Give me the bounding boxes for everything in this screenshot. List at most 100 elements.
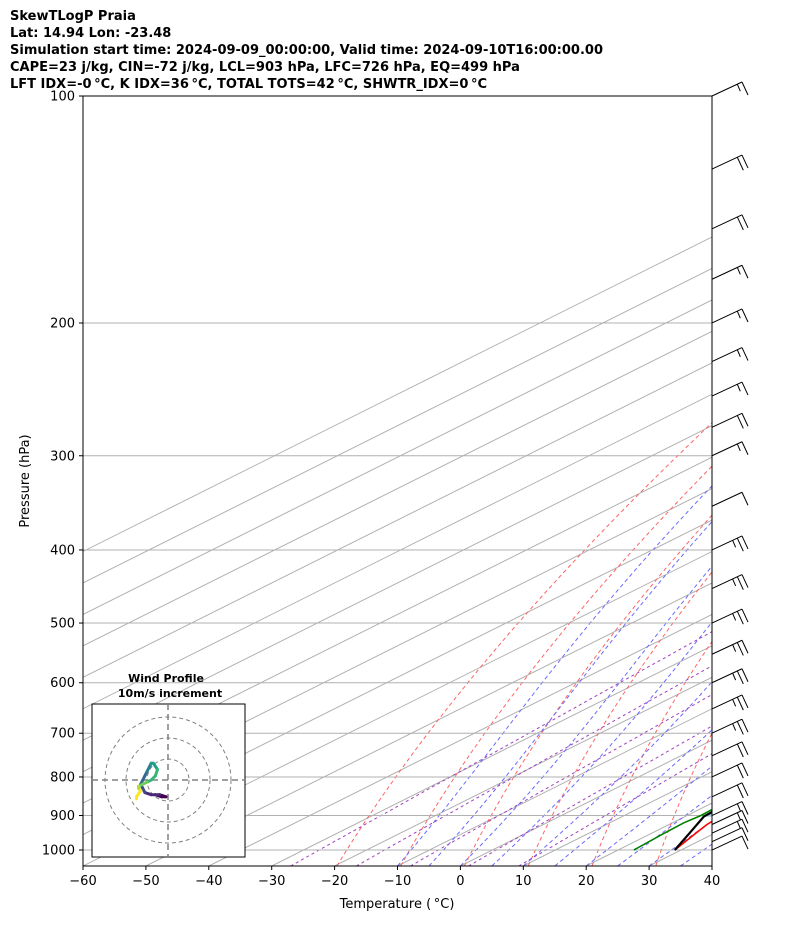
wind-barb-flag — [741, 347, 749, 361]
dry-adiabat-line — [400, 465, 712, 866]
wind-barb-staff — [711, 412, 743, 428]
hodograph-title: Wind Profile — [128, 672, 204, 685]
wind-barb — [711, 782, 749, 799]
wind-barb — [711, 308, 749, 324]
title-line-cape: CAPE=23 j/kg, CIN=-72 j/kg, LCL=903 hPa,… — [10, 60, 520, 75]
moist-adiabat-line — [397, 485, 712, 866]
wind-barb — [711, 639, 749, 656]
wind-barb-flag — [736, 764, 744, 779]
mixing-ratio-line — [468, 725, 712, 866]
cape-cin-shading — [703, 812, 712, 817]
wind-barb — [711, 347, 749, 363]
mixing-ratio-line — [356, 665, 712, 866]
wind-barb-flag — [736, 415, 744, 429]
wind-barb-staff — [711, 81, 743, 97]
wind-barb-half — [736, 803, 741, 811]
wind-barb-half — [736, 821, 741, 829]
y-tick-label: 400 — [50, 543, 75, 558]
wind-barb-flag — [736, 216, 744, 231]
wind-barb-staff — [711, 835, 743, 851]
wind-barb — [711, 694, 749, 711]
wind-barb-flag — [736, 611, 744, 625]
wind-barb-half — [736, 384, 741, 392]
hodograph-subtitle: 10m/s increment — [118, 687, 222, 700]
wind-barb-flag — [736, 576, 744, 590]
wind-barb-flag — [741, 810, 749, 824]
wind-barb-half — [732, 672, 737, 681]
x-tick-label: −60 — [69, 874, 96, 889]
x-tick-label: 40 — [704, 874, 721, 889]
dewpoint-line — [633, 808, 712, 851]
isotherm-line — [83, 393, 712, 710]
x-tick-label: 30 — [641, 874, 658, 889]
x-axis-ticks: −60 −50 −40 −30 −20 −10 0 10 20 30 40 — [69, 866, 720, 889]
wind-barb — [711, 741, 749, 758]
wind-barb — [711, 762, 749, 779]
y-tick-label: 900 — [50, 809, 75, 824]
wind-barb-half — [736, 267, 741, 275]
wind-barb-flag — [741, 835, 749, 850]
moist-adiabat-line — [460, 565, 712, 866]
wind-barb-flag — [741, 782, 749, 797]
wind-barb — [711, 412, 749, 429]
isotherm-line — [648, 833, 712, 866]
wind-barb-staff — [711, 535, 743, 551]
title-line-station: SkewTLogP Praia — [10, 9, 136, 24]
isotherm-line — [145, 582, 712, 866]
isotherm-line — [83, 550, 712, 866]
wind-barb-staff — [711, 441, 743, 457]
x-axis-label: Temperature ( °C) — [339, 897, 455, 912]
y-tick-label: 600 — [50, 676, 75, 691]
wind-barb-staff — [711, 608, 743, 624]
wind-barb — [711, 718, 749, 735]
wind-barb-flag — [741, 535, 749, 550]
wind-barb-half — [732, 699, 737, 707]
wind-barb-half — [732, 578, 737, 587]
wind-barb-staff — [711, 491, 743, 507]
wind-barb-half — [736, 83, 741, 92]
wind-barb-flag — [741, 741, 749, 756]
x-tick-label: −50 — [132, 874, 159, 889]
wind-barb-flag — [741, 801, 749, 815]
x-tick-label: 10 — [515, 874, 532, 889]
wind-barb-flag — [741, 413, 749, 427]
moist-adiabat-line — [522, 680, 712, 866]
y-tick-label: 200 — [50, 316, 75, 331]
wind-barb — [711, 827, 749, 843]
isotherm-line — [83, 267, 712, 584]
wind-barb — [711, 491, 749, 507]
moist-adiabat-line — [554, 729, 712, 866]
y-tick-label: 500 — [50, 617, 75, 632]
wind-barb — [711, 81, 749, 97]
wind-barb-flag — [741, 381, 749, 396]
cin-area — [703, 812, 712, 817]
wind-barb — [711, 608, 749, 625]
y-axis-label: Pressure (hPa) — [18, 434, 33, 527]
isotherm-line — [460, 739, 712, 866]
wind-barb-half — [732, 644, 737, 652]
wind-barb-staff — [711, 668, 743, 684]
wind-barb-half — [736, 349, 741, 357]
wind-barb-staff — [711, 639, 743, 655]
wind-barb — [711, 574, 749, 590]
isotherm-line — [83, 330, 712, 647]
wind-barb-flag — [741, 827, 749, 841]
moist-adiabat-line — [617, 794, 712, 866]
x-tick-label: −40 — [195, 874, 222, 889]
wind-barb — [711, 835, 749, 851]
y-tick-label: 1000 — [42, 844, 75, 859]
wind-barb-staff — [711, 264, 743, 280]
x-tick-label: −30 — [258, 874, 285, 889]
wind-barb-flag — [741, 640, 749, 654]
mixing-ratio-line — [410, 693, 712, 866]
wind-barb-staff — [711, 741, 743, 757]
dry-adiabat-line — [655, 732, 712, 866]
wind-barb-flag — [741, 608, 749, 623]
wind-barb — [711, 801, 749, 816]
wind-barb-flag — [741, 719, 749, 733]
wind-barb — [711, 441, 749, 457]
wind-barb-staff — [711, 214, 743, 230]
wind-barb-staff — [711, 381, 743, 397]
isotherm-line — [83, 362, 712, 678]
isotherm-line — [397, 708, 712, 866]
